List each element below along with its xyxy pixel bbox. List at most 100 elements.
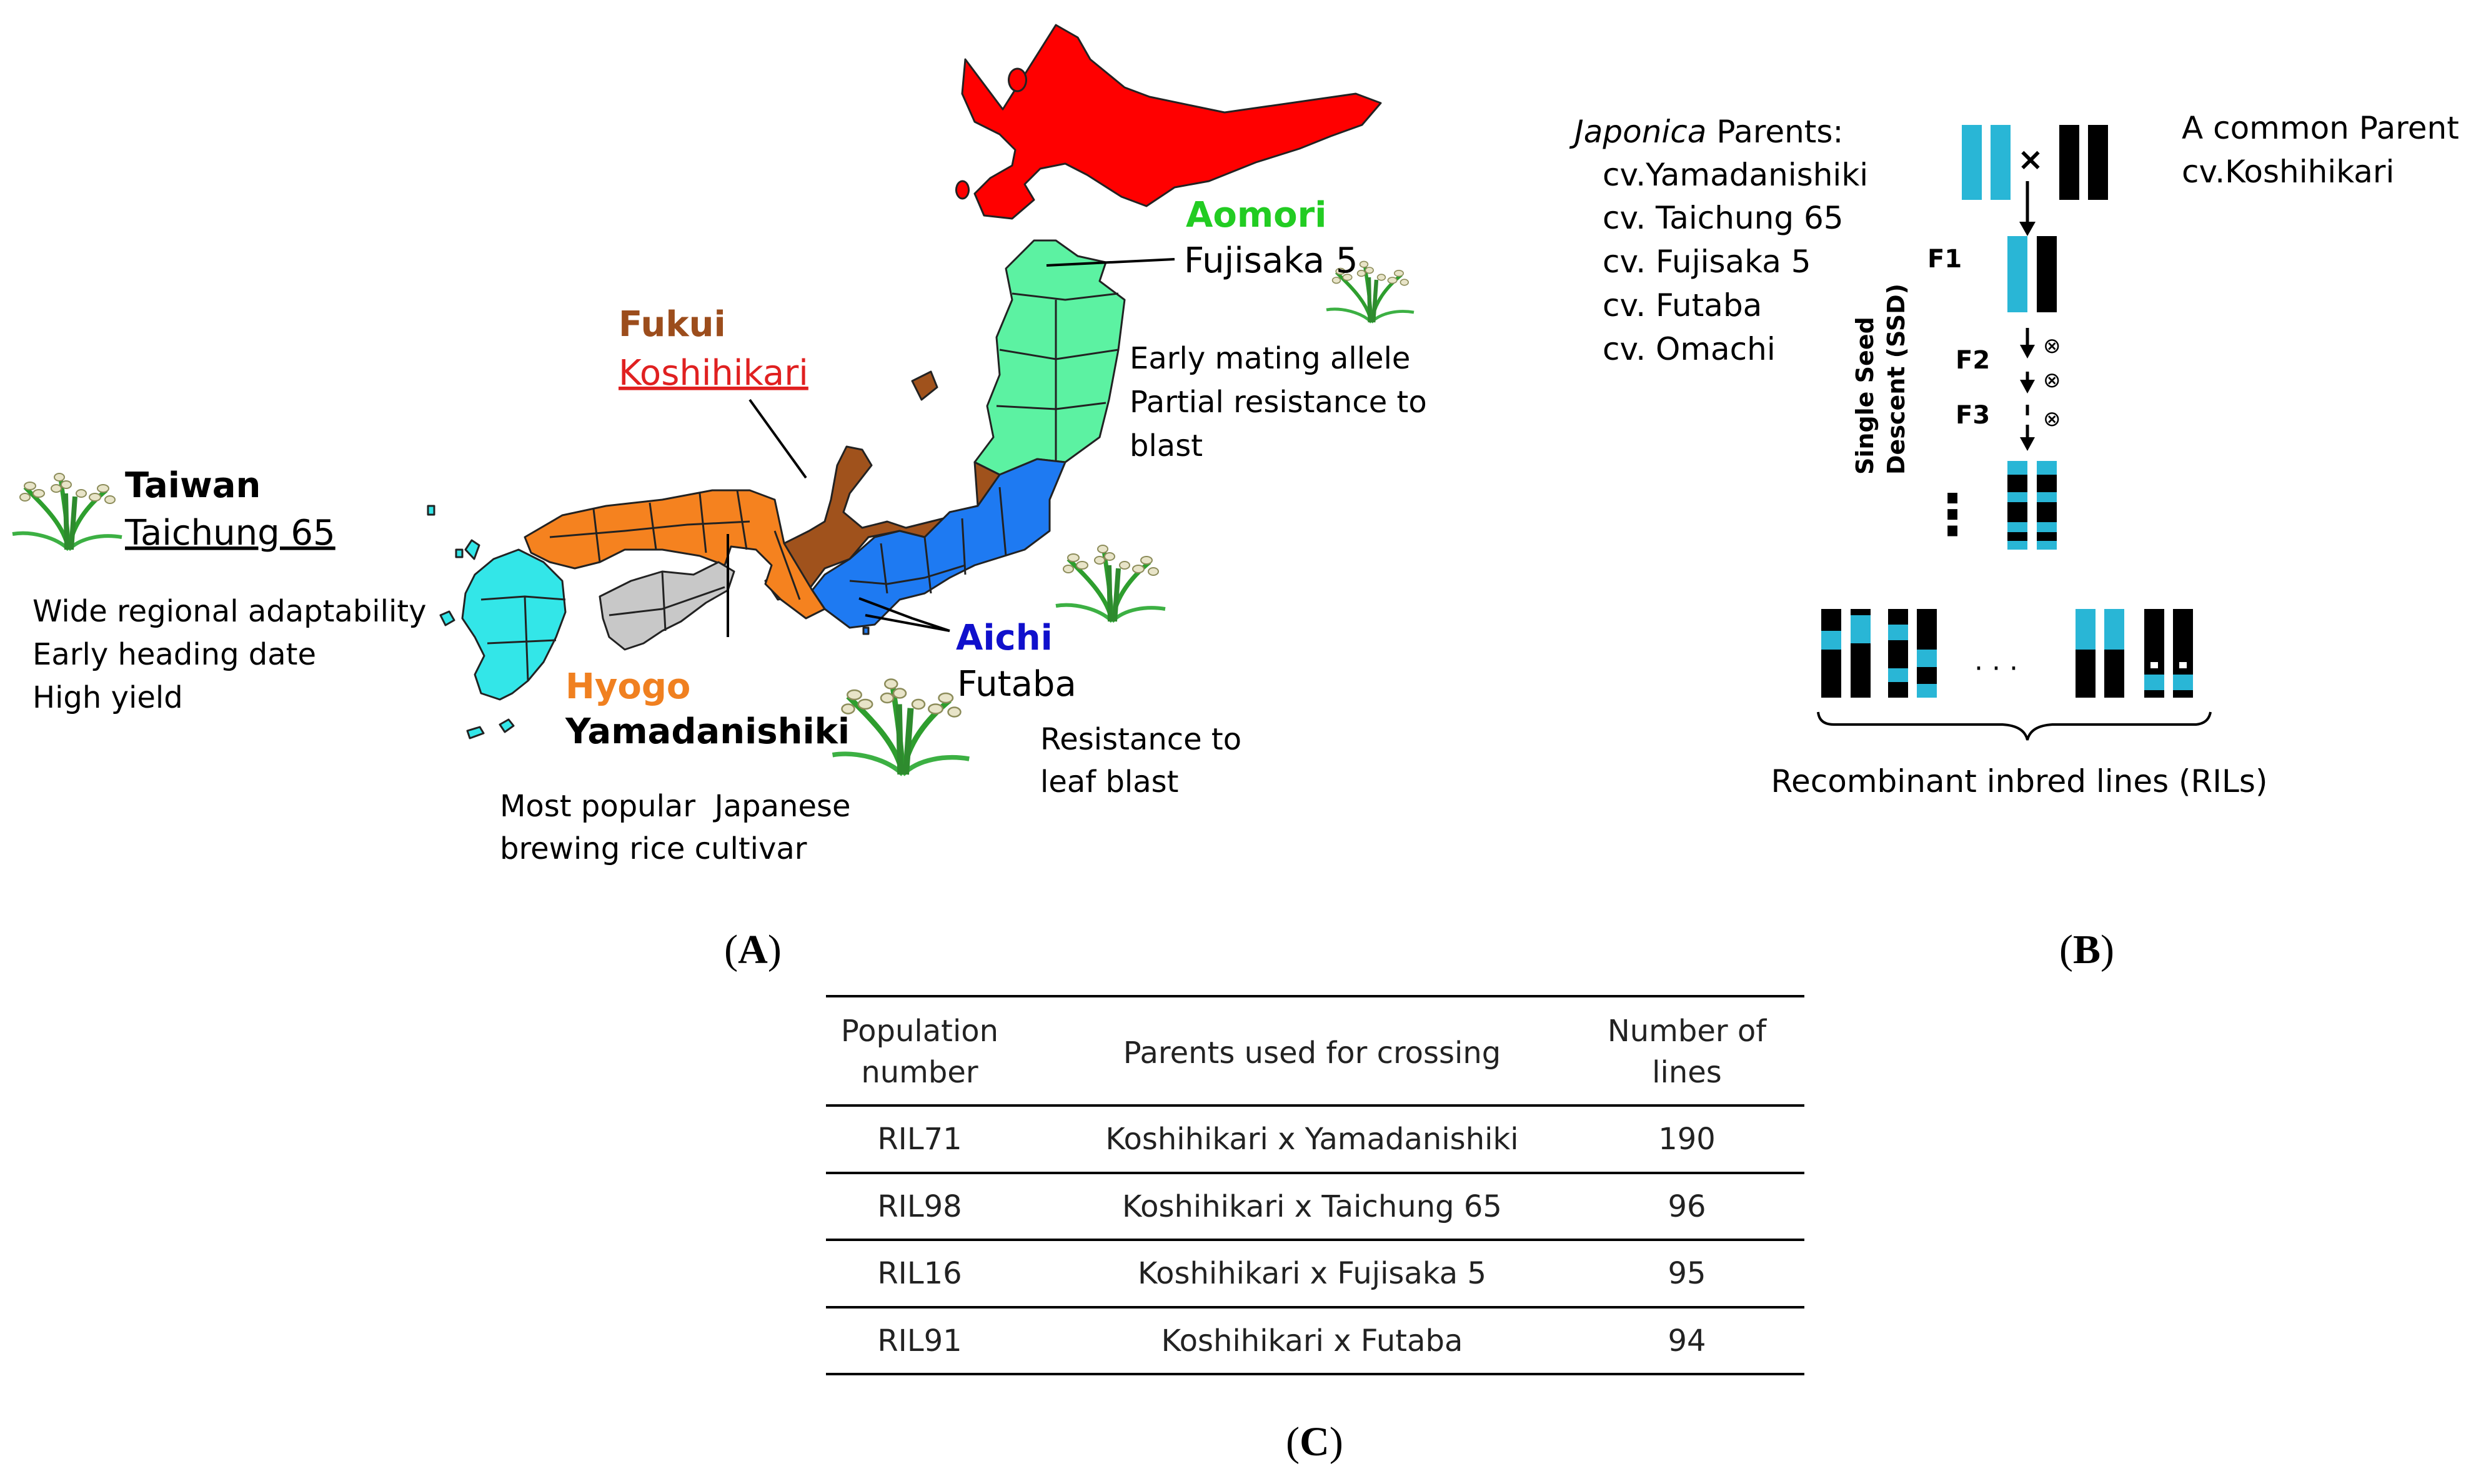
- sado-island: [911, 370, 938, 401]
- table-row: RIL71 Koshihikari x Yamadanishiki 190: [877, 1122, 1715, 1157]
- common-parent-title: A common Parent: [2182, 110, 2459, 146]
- hyogo-trait-2: brewing rice cultivar: [500, 831, 807, 866]
- table-header-lines: lines: [1652, 1055, 1722, 1090]
- taiwan-trait-2: Early heading date: [32, 637, 316, 672]
- shikoku-region: [599, 561, 735, 651]
- taiwan-trait-1: Wide regional adaptability: [32, 594, 427, 629]
- amami-islet-2: [499, 718, 515, 733]
- aomori-trait-3: blast: [1130, 428, 1203, 463]
- f1-chromosome-cyan: [2007, 236, 2027, 312]
- generation-label-f1: F1: [1927, 245, 1962, 274]
- table-row: RIL16 Koshihikari x Fujisaka 5 95: [877, 1256, 1706, 1291]
- rice-plant-icon-taiwan: [12, 473, 122, 550]
- taiwan-cultivar-label: Taichung 65: [124, 513, 336, 553]
- goto-island: [439, 610, 455, 626]
- taiwan-label-group: Taiwan Taichung 65 Wide regional adaptab…: [32, 465, 427, 715]
- fukui-cultivar-label: Koshihikari: [619, 353, 808, 393]
- ssd-label: Single Seed Descent (SSD): [1851, 284, 1910, 475]
- japan-map: [427, 24, 1382, 740]
- chubu-kanto-region: [811, 458, 1066, 629]
- panel-b-letter: (B): [2059, 927, 2114, 972]
- aomori-region-label: Aomori: [1186, 195, 1326, 235]
- parent-item: cv. Omachi: [1603, 331, 1776, 367]
- table-cell-population: RIL98: [877, 1189, 962, 1224]
- aomori-trait-2: Partial resistance to: [1130, 385, 1427, 420]
- hyogo-region-label: Hyogo: [565, 666, 690, 707]
- cross-symbol: ×: [2017, 141, 2044, 177]
- table-cell-lines: 95: [1668, 1256, 1706, 1291]
- table-cell-parents: Koshihikari x Taichung 65: [1122, 1189, 1502, 1224]
- rice-plant-icon-aichi: [1056, 545, 1165, 621]
- hyogo-cultivar-label: Yamadanishiki: [565, 711, 850, 752]
- table-row: RIL98 Koshihikari x Taichung 65 96: [877, 1189, 1706, 1224]
- table-cell-parents: Koshihikari x Yamadanishiki: [1105, 1122, 1518, 1157]
- hokuriku-region: [764, 445, 1001, 601]
- table-cell-population: RIL91: [877, 1323, 962, 1358]
- recombinant-chromosome-pair: [2007, 461, 2057, 550]
- table-cell-lines: 94: [1668, 1323, 1706, 1358]
- hokkaido-island-rishiri: [1008, 67, 1027, 92]
- aomori-cultivar-label: Fujisaka 5: [1184, 240, 1358, 281]
- aomori-label-group: Aomori Fujisaka 5 Early mating allele Pa…: [1130, 195, 1427, 463]
- parent-item: cv.Yamadanishiki: [1603, 157, 1868, 193]
- kyushu-region: [461, 548, 567, 701]
- ril-ellipsis: · · ·: [1974, 653, 2018, 685]
- parent-chromosome-cyan: [1991, 125, 2011, 200]
- parent-item: cv. Taichung 65: [1603, 200, 1844, 236]
- breeding-scheme: Japonica Parents: cv.Yamadanishiki cv. T…: [1569, 110, 2459, 799]
- table-header-population: Population: [841, 1014, 998, 1049]
- amami-islet-1: [466, 726, 485, 740]
- table-cell-population: RIL16: [877, 1256, 962, 1291]
- aichi-trait-1: Resistance to: [1040, 722, 1241, 757]
- table-cell-lines: 96: [1668, 1189, 1706, 1224]
- table-header-lines: Number of: [1608, 1014, 1767, 1049]
- f1-chromosome-black: [2037, 236, 2057, 312]
- parent-chromosome-cyan: [1962, 125, 1982, 200]
- aichi-trait-2: leaf blast: [1040, 764, 1178, 799]
- parent-item: cv. Futaba: [1603, 287, 1762, 324]
- aichi-cultivar-label: Futaba: [957, 664, 1076, 705]
- parents-title: Japonica Parents:: [1569, 114, 1843, 150]
- table-cell-lines: 190: [1658, 1122, 1716, 1157]
- table-cell-parents: Koshihikari x Fujisaka 5: [1138, 1256, 1486, 1291]
- panel-c-letter: (C): [1286, 1419, 1343, 1465]
- rice-plant-icon-hyogo: [833, 680, 970, 775]
- iki-islet-2: [455, 548, 464, 558]
- ril-brace: [1817, 711, 2212, 741]
- ril-chromosome-set: [1821, 609, 2193, 698]
- taiwan-trait-3: High yield: [32, 680, 183, 715]
- table-header-population: number: [861, 1055, 978, 1090]
- common-parent-name: cv.Koshihikari: [2182, 154, 2394, 190]
- vertical-ellipsis: ⋮: [1924, 482, 1981, 548]
- aichi-label-group: Aichi Futaba Resistance to leaf blast: [956, 618, 1241, 799]
- hokkaido-region: [961, 24, 1382, 220]
- hokkaido-island-okushiri: [955, 180, 970, 200]
- table-header-parents: Parents used for crossing: [1123, 1036, 1501, 1071]
- population-table: Population number Parents used for cross…: [826, 995, 1804, 1375]
- selfing-symbol: ⊗: [2043, 407, 2061, 432]
- fukui-label-group: Fukui Koshihikari: [619, 304, 808, 393]
- hyogo-trait-1: Most popular Japanese: [500, 789, 851, 824]
- table-cell-population: RIL71: [877, 1122, 962, 1157]
- parent-chromosome-black: [2088, 125, 2108, 200]
- fukui-region-label: Fukui: [619, 304, 726, 345]
- parent-chromosome-black: [2059, 125, 2079, 200]
- generation-label-f2: F2: [1956, 346, 1990, 375]
- selfing-symbol: ⊗: [2043, 334, 2061, 359]
- iki-islet-1: [427, 505, 435, 516]
- selfing-symbol: ⊗: [2043, 368, 2061, 393]
- taiwan-region-label: Taiwan: [125, 465, 261, 506]
- tsushima-island: [464, 539, 480, 560]
- table-cell-parents: Koshihikari x Futaba: [1161, 1323, 1463, 1358]
- izu-islet: [862, 626, 870, 635]
- aomori-trait-1: Early mating allele: [1130, 341, 1410, 376]
- hyogo-label-group: Hyogo Yamadanishiki Most popular Japanes…: [500, 666, 851, 866]
- panel-a-letter: (A): [724, 927, 782, 972]
- parent-item: cv. Fujisaka 5: [1603, 244, 1811, 280]
- leader-lines: [727, 258, 1175, 637]
- aichi-region-label: Aichi: [956, 618, 1053, 658]
- ril-label: Recombinant inbred lines (RILs): [1771, 763, 2268, 799]
- generation-label-f3: F3: [1956, 401, 1990, 430]
- table-row: RIL91 Koshihikari x Futaba 94: [877, 1323, 1706, 1358]
